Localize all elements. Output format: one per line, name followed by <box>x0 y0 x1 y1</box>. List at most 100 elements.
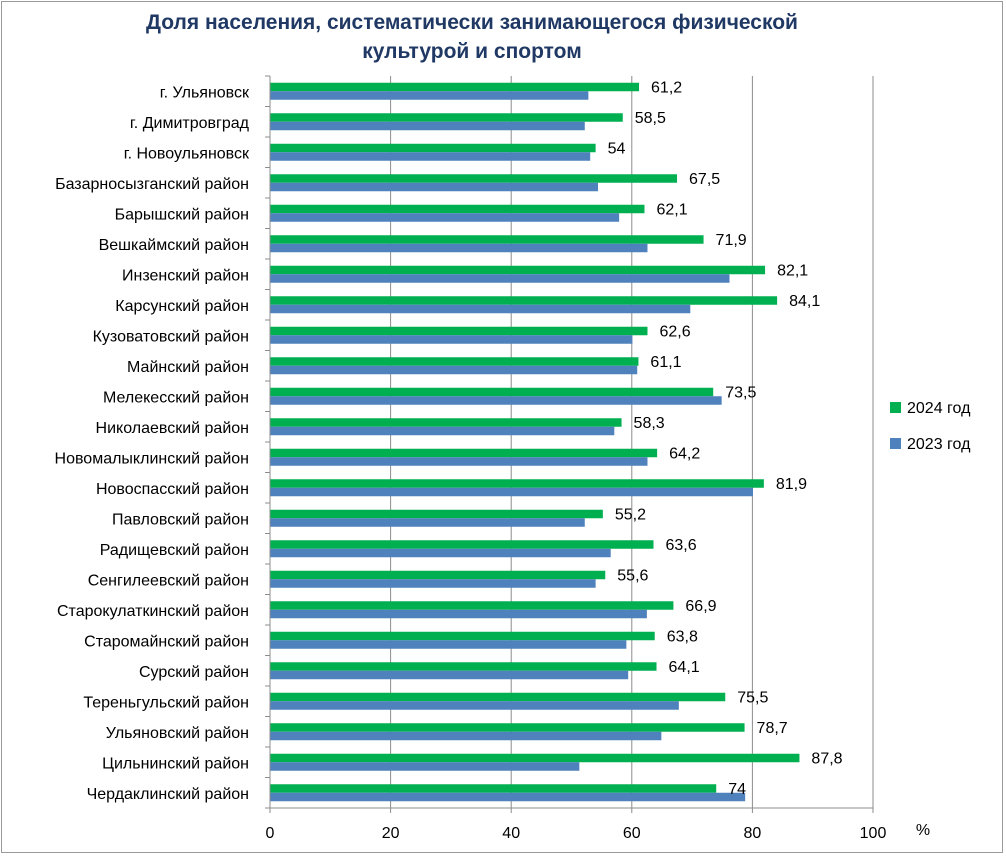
bar-2023 <box>270 274 730 283</box>
value-label-2024: 58,3 <box>634 415 665 432</box>
bar-2024 <box>270 296 778 305</box>
bar-2023 <box>270 487 754 497</box>
category-label: Карсунский район <box>115 298 249 315</box>
bar-2024 <box>270 723 745 732</box>
legend: 2024 год 2023 год <box>890 400 971 453</box>
value-label-2024: 82,1 <box>777 262 808 279</box>
category-label: Новомалыклинский район <box>55 450 249 467</box>
bar-2023 <box>270 213 620 222</box>
bar-2024 <box>270 692 726 702</box>
gridlines <box>265 75 874 813</box>
category-label: Чердаклинский район <box>87 786 249 803</box>
bar-2024 <box>270 448 658 458</box>
bar-2024 <box>270 265 766 275</box>
value-label-2024: 74 <box>728 781 746 798</box>
chart-title: Доля населения, систематически занимающе… <box>2 8 942 66</box>
x-tick-label: 20 <box>382 825 400 842</box>
bar-2024 <box>270 387 714 397</box>
legend-label-2023: 2023 год <box>907 436 971 453</box>
bar-2024 <box>270 357 639 366</box>
bar-2023 <box>270 121 585 131</box>
category-label: Барышский район <box>115 206 249 223</box>
bar-2024 <box>270 174 678 183</box>
bar-2024 <box>270 82 640 92</box>
bar-2024 <box>270 479 764 488</box>
x-tick-label: 60 <box>623 825 641 842</box>
value-label-2024: 55,6 <box>617 567 648 584</box>
category-label: Павловский район <box>112 511 249 528</box>
legend-swatch-2024 <box>890 402 901 413</box>
bar-2023 <box>270 396 722 405</box>
category-label: Радищевский район <box>100 542 249 559</box>
value-label-2024: 66,9 <box>685 598 716 615</box>
value-label-2024: 87,8 <box>811 750 842 767</box>
bar-2023 <box>270 701 679 710</box>
bar-2023 <box>270 426 615 436</box>
bar-2024 <box>270 509 603 519</box>
value-label-2024: 81,9 <box>776 476 807 493</box>
value-label-2024: 67,5 <box>689 171 720 188</box>
bar-2024 <box>270 235 704 244</box>
bar-2023 <box>270 548 611 558</box>
value-label-2024: 84,1 <box>789 293 820 310</box>
value-label-2024: 78,7 <box>757 720 788 737</box>
bar-2023 <box>270 609 647 619</box>
bar-2023 <box>270 640 627 649</box>
labels: 0 20 40 60 80 100 г. Ульяновск 61,2 г. Димитровг… <box>55 79 887 842</box>
bar-2023 <box>270 304 691 314</box>
x-tick-label: 100 <box>860 825 887 842</box>
value-label-2024: 61,1 <box>650 354 681 371</box>
value-label-2024: 75,5 <box>737 689 768 706</box>
legend-label-2024: 2024 год <box>907 400 971 417</box>
x-tick-label: 40 <box>502 825 520 842</box>
bar-2024 <box>270 326 648 336</box>
bar-2024 <box>270 753 800 763</box>
bar-2023 <box>270 243 648 253</box>
bar-2024 <box>270 418 622 427</box>
bar-2023 <box>270 670 629 680</box>
value-label-2024: 58,5 <box>635 110 666 127</box>
category-label: Вешкаймский район <box>99 237 249 254</box>
bar-2024 <box>270 204 645 214</box>
bar-2023 <box>270 365 638 375</box>
value-label-2024: 62,6 <box>659 323 690 340</box>
bar-2023 <box>270 457 648 466</box>
chart-title-line-1: Доля населения, систематически занимающе… <box>146 11 798 34</box>
bar-2024 <box>270 143 596 153</box>
bar-2023 <box>270 335 633 344</box>
category-label: Ульяновский район <box>106 725 249 742</box>
bar-2024 <box>270 113 623 122</box>
category-label: г. Новоульяновск <box>124 145 250 162</box>
bar-2023 <box>270 762 580 771</box>
category-label: Старокулаткинский район <box>57 603 249 620</box>
category-label: Мелекесский район <box>103 389 249 406</box>
value-label-2024: 55,2 <box>615 506 646 523</box>
bar-2024 <box>270 601 674 610</box>
bar-2023 <box>270 182 599 192</box>
category-label: Сенгилеевский район <box>88 572 249 589</box>
category-label: Инзенский район <box>122 267 249 284</box>
category-label: Старомайнский район <box>84 633 249 650</box>
category-label: Тереньгульский район <box>83 694 249 711</box>
bar-2023 <box>270 579 596 588</box>
category-label: Новоспасский район <box>96 481 249 498</box>
chart-title-line-2: культурой и спортом <box>362 40 582 63</box>
value-label-2024: 63,6 <box>666 537 697 554</box>
category-label: г. Димитровград <box>130 115 250 132</box>
category-label: Николаевский район <box>96 420 249 437</box>
bar-2024 <box>270 540 654 549</box>
value-label-2024: 71,9 <box>716 232 747 249</box>
bar-2024 <box>270 570 606 580</box>
value-label-2024: 62,1 <box>656 201 687 218</box>
value-label-2024: 63,8 <box>667 628 698 645</box>
value-label-2024: 64,1 <box>669 659 700 676</box>
value-label-2024: 73,5 <box>725 384 756 401</box>
category-label: Базарносызганский район <box>55 176 249 193</box>
legend-swatch-2023 <box>890 438 901 449</box>
bar-2024 <box>270 662 657 671</box>
bar-2023 <box>270 792 746 802</box>
value-label-2024: 61,2 <box>651 79 682 96</box>
bar-2024 <box>270 631 655 641</box>
category-label: Сурский район <box>139 664 249 681</box>
